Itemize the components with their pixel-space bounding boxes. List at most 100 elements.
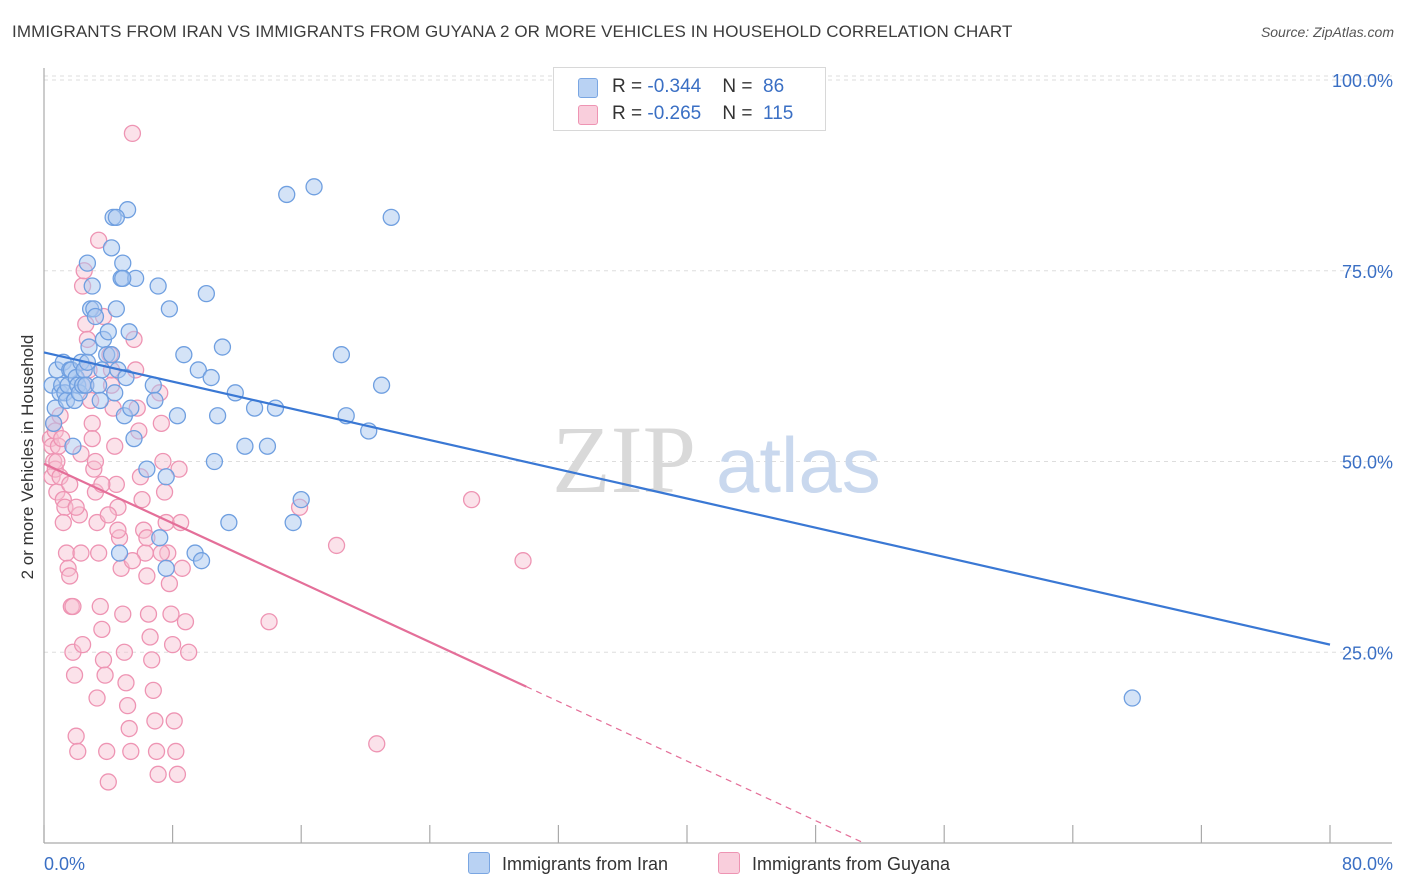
iran-point <box>117 368 135 387</box>
source-label: Source: ZipAtlas.com <box>1260 24 1394 40</box>
legend-iran-n-label: N = <box>722 76 758 97</box>
y-tick-label: 75.0% <box>1342 262 1393 282</box>
guyana-point <box>64 597 82 616</box>
guyana-point <box>54 513 72 532</box>
iran-point <box>236 437 254 455</box>
legend-guyana-n-value: 115 <box>763 103 794 124</box>
guyana-point <box>514 552 532 570</box>
iran-point <box>157 468 175 486</box>
iran-point <box>91 391 109 410</box>
guyana-point <box>144 681 162 700</box>
guyana-point <box>180 643 198 661</box>
iran-point <box>372 376 391 394</box>
y-tick-label: 50.0% <box>1342 453 1393 473</box>
legend-row-iran: R = -0.344 N = 86 <box>554 74 825 102</box>
guyana-point <box>165 712 183 730</box>
iran-point <box>292 490 310 509</box>
iran-point <box>44 414 63 433</box>
iran-point <box>90 376 108 394</box>
y-tick-label: 25.0% <box>1342 643 1393 663</box>
iran-point <box>278 185 296 204</box>
iran-point <box>120 323 138 341</box>
watermark: ZIP atlas <box>552 406 881 513</box>
guyana-point <box>109 521 127 539</box>
guyana-point <box>96 666 114 684</box>
iran-point <box>102 239 121 257</box>
x-tick-label-max: 80.0% <box>1342 854 1393 874</box>
guyana-point <box>94 651 113 669</box>
guyana-point <box>67 498 85 516</box>
iran-point <box>78 254 97 272</box>
iran-point <box>266 399 285 417</box>
iran-point <box>332 346 351 364</box>
bottom-legend-label-guyana: Immigrants from Guyana <box>752 854 951 874</box>
guyana-point <box>86 452 105 471</box>
guyana-point <box>162 605 180 623</box>
iran-point <box>284 513 302 532</box>
legend-swatch-guyana <box>578 105 598 125</box>
iran-point <box>189 361 207 379</box>
grid-layer <box>44 75 1392 653</box>
iran-point <box>205 452 224 471</box>
guyana-point <box>107 475 125 494</box>
guyana-point <box>67 727 85 745</box>
guyana-point <box>141 628 159 646</box>
bottom-legend-guyana: Immigrants from Guyana <box>718 852 950 876</box>
y-axis-title: 2 or more Vehicles in Household <box>18 335 37 580</box>
x-tick-label-min: 0.0% <box>44 854 85 874</box>
guyana-point <box>73 635 92 654</box>
guyana-point <box>120 719 138 738</box>
iran-point <box>64 437 82 455</box>
guyana-point <box>123 552 142 570</box>
iran-point <box>146 391 164 410</box>
legend-guyana-r-value: -0.265 <box>647 103 702 124</box>
iran-trend-line <box>43 351 1331 646</box>
guyana-point <box>171 513 190 532</box>
guyana-point <box>83 429 101 448</box>
axis-labels: 25.0% 50.0% 75.0% 100.0% 0.0% 80.0% 2 or more … <box>18 71 1393 874</box>
iran-point <box>114 269 132 288</box>
iran-point <box>197 284 216 303</box>
chart-title: IMMIGRANTS FROM IRAN VS IMMIGRANTS FROM … <box>12 22 1013 41</box>
guyana-point <box>91 597 109 616</box>
trend-lines <box>43 351 1331 844</box>
guyana-point <box>83 414 101 433</box>
iran-point <box>305 178 323 196</box>
iran-point <box>149 277 167 295</box>
correlation-legend: R = -0.344 N = 86 R = -0.265 N = 115 <box>553 67 826 131</box>
watermark-atlas: atlas <box>716 421 881 509</box>
bottom-legend-swatch-guyana <box>718 852 740 874</box>
guyana-point <box>173 559 191 577</box>
iran-point <box>160 300 179 318</box>
iran-point <box>226 384 244 402</box>
guyana-point <box>122 742 140 761</box>
iran-point <box>122 399 140 417</box>
iran-point <box>220 513 238 532</box>
iran-point <box>86 307 105 326</box>
guyana-point <box>163 635 182 654</box>
guyana-trend-extension <box>525 686 865 844</box>
guyana-point <box>139 605 158 623</box>
guyana-point <box>88 689 106 707</box>
guyana-point <box>114 605 132 623</box>
guyana-point <box>154 452 172 471</box>
iran-point <box>258 437 277 455</box>
iran-point <box>382 208 400 226</box>
iran-points <box>43 178 1141 707</box>
guyana-point <box>170 460 188 478</box>
guyana-point <box>176 613 195 631</box>
guyana-point <box>152 414 170 433</box>
iran-point <box>175 346 193 364</box>
guyana-point <box>99 773 117 791</box>
iran-point <box>83 277 101 295</box>
iran-point <box>192 552 211 570</box>
iran-point <box>125 429 143 448</box>
iran-point <box>208 407 227 425</box>
guyana-point <box>146 712 164 730</box>
guyana-point <box>167 742 185 761</box>
guyana-point <box>149 765 167 783</box>
iran-point <box>114 254 132 272</box>
iran-point <box>99 323 117 341</box>
guyana-point <box>69 742 87 761</box>
